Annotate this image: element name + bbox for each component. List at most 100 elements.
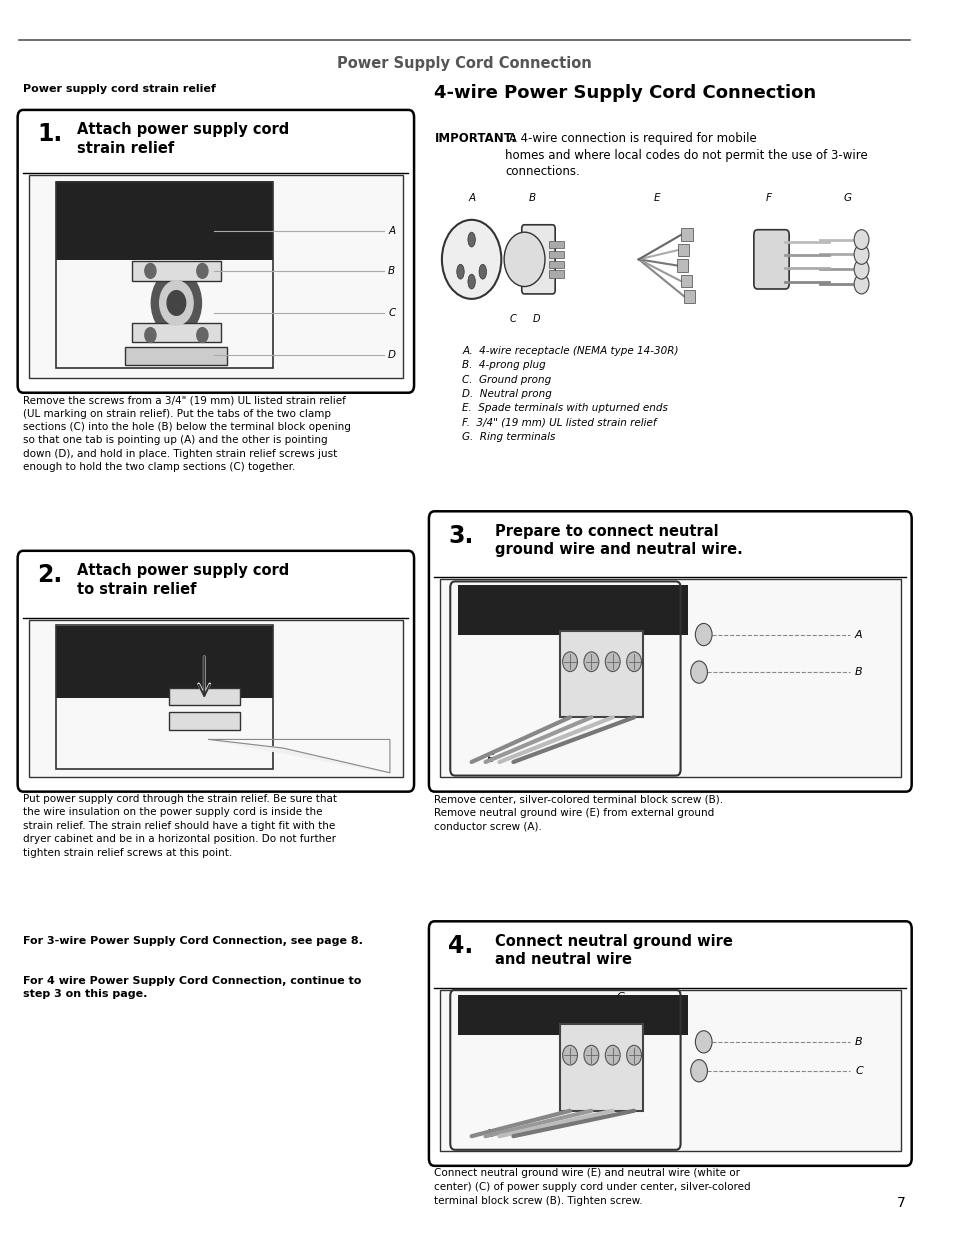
Circle shape [196,327,208,342]
Text: Connect neutral ground wire (E) and neutral wire (white or
center) (C) of power : Connect neutral ground wire (E) and neut… [434,1168,750,1205]
Text: Remove the screws from a 3/4" (19 mm) UL listed strain relief
(UL marking on str: Remove the screws from a 3/4" (19 mm) UL… [23,395,351,472]
Text: Connect neutral ground wire
and neutral wire: Connect neutral ground wire and neutral … [495,934,732,967]
Circle shape [583,652,598,672]
Circle shape [695,1031,711,1053]
Text: G: G [842,193,851,203]
Bar [680,275,691,288]
Text: B: B [854,667,862,677]
Text: 1.: 1. [37,122,62,146]
Bar [169,713,239,730]
Circle shape [626,1045,640,1065]
Text: 4.: 4. [448,934,474,957]
Circle shape [853,274,868,294]
Bar [457,995,687,1035]
Bar [559,631,642,718]
Bar [132,322,221,342]
Text: B: B [528,193,535,203]
Text: Remove center, silver-colored terminal block screw (B).
Remove neutral ground wi: Remove center, silver-colored terminal b… [434,794,723,831]
Bar [55,626,273,699]
Bar [457,585,687,635]
Text: B: B [854,1037,862,1047]
FancyBboxPatch shape [429,511,911,792]
Circle shape [604,1045,619,1065]
Text: D: D [388,350,395,359]
Bar [132,261,221,280]
Circle shape [152,269,201,336]
Text: C: C [388,308,395,317]
Circle shape [145,327,155,342]
Bar [439,579,900,777]
Text: Prepare to connect neutral
ground wire and neutral wire.: Prepare to connect neutral ground wire a… [495,524,741,557]
Text: A: A [854,630,862,640]
Circle shape [626,652,640,672]
Text: C: C [616,992,623,1002]
Ellipse shape [478,264,486,279]
Bar [169,688,239,705]
Bar [439,990,900,1151]
Text: A.  4-wire receptacle (NEMA type 14-30R)
B.  4-prong plug
C.  Ground prong
D.  N: A. 4-wire receptacle (NEMA type 14-30R) … [462,346,679,442]
Text: Attach power supply cord
strain relief: Attach power supply cord strain relief [77,122,289,156]
Bar [683,290,695,303]
Text: Put power supply cord through the strain relief. Be sure that
the wire insulatio: Put power supply cord through the strain… [23,794,336,857]
Circle shape [853,259,868,279]
Bar [678,245,688,257]
Bar [548,251,563,258]
Bar [680,228,692,241]
Text: Attach power supply cord
to strain relief: Attach power supply cord to strain relie… [77,563,289,597]
Circle shape [690,1060,707,1082]
Text: For 4 wire Power Supply Cord Connection, continue to
step 3 on this page.: For 4 wire Power Supply Cord Connection,… [23,976,361,999]
Circle shape [145,263,155,278]
Text: 2.: 2. [37,563,62,587]
Bar [548,270,563,278]
Bar [548,261,563,268]
Text: A: A [468,193,475,203]
Text: C: C [510,314,517,324]
FancyBboxPatch shape [17,551,414,792]
Ellipse shape [467,274,475,289]
Bar [548,241,563,248]
Circle shape [196,263,208,278]
Circle shape [562,652,577,672]
Bar [125,347,227,364]
Text: B: B [388,266,395,275]
Circle shape [695,624,711,646]
Text: For 3-wire Power Supply Cord Connection, see page 8.: For 3-wire Power Supply Cord Connection,… [23,936,363,946]
Text: 7: 7 [896,1197,904,1210]
Text: E: E [486,755,493,764]
Circle shape [441,220,501,299]
Circle shape [583,1045,598,1065]
FancyBboxPatch shape [17,110,414,393]
Bar [55,182,273,261]
Bar [29,175,402,378]
Text: C: C [854,1066,862,1076]
FancyBboxPatch shape [429,921,911,1166]
Bar [677,259,688,272]
Circle shape [853,230,868,249]
Bar [55,182,273,368]
Bar [29,620,402,777]
Circle shape [167,290,186,315]
Text: A: A [388,226,395,236]
Text: Power supply cord strain relief: Power supply cord strain relief [23,84,216,94]
Bar [559,1024,642,1110]
Text: IMPORTANT:: IMPORTANT: [434,132,517,146]
Text: D: D [533,314,539,324]
FancyBboxPatch shape [521,225,555,294]
Text: A 4-wire connection is required for mobile
homes and where local codes do not pe: A 4-wire connection is required for mobi… [504,132,867,178]
Circle shape [853,245,868,264]
Circle shape [604,652,619,672]
Text: E: E [654,193,659,203]
Circle shape [503,232,544,287]
Text: Power Supply Cord Connection: Power Supply Cord Connection [336,56,591,70]
Text: F: F [765,193,771,203]
Ellipse shape [456,264,464,279]
Text: E: E [486,1129,493,1139]
Polygon shape [209,740,390,773]
Text: 4-wire Power Supply Cord Connection: 4-wire Power Supply Cord Connection [434,84,816,103]
Circle shape [159,280,193,325]
Bar [55,625,273,769]
FancyBboxPatch shape [753,230,788,289]
Text: 3.: 3. [448,524,474,547]
Ellipse shape [467,232,475,247]
Circle shape [690,661,707,683]
